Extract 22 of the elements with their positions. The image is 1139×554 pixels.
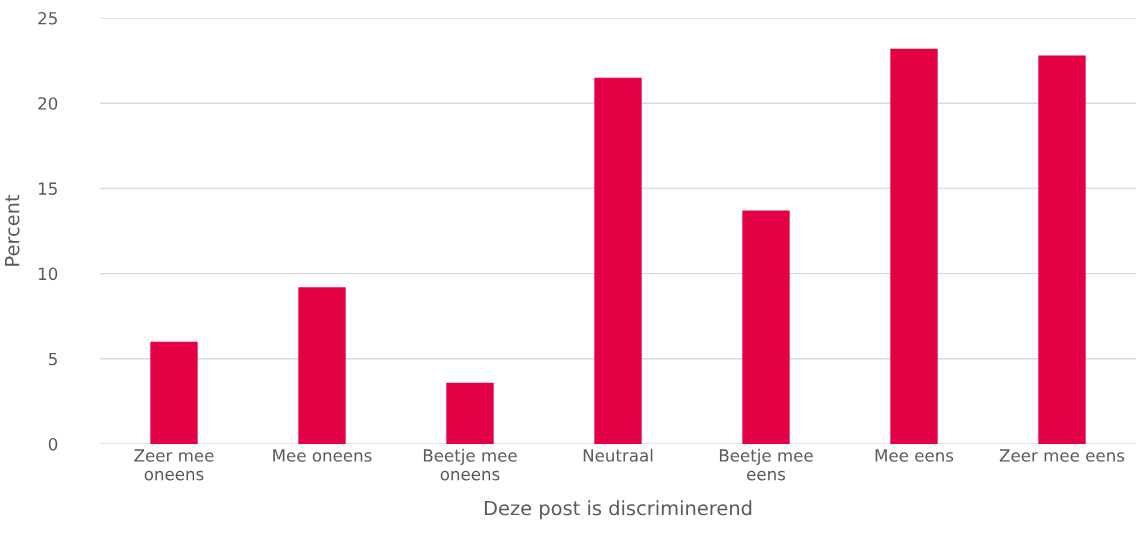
bar (742, 210, 790, 444)
bar (150, 341, 198, 444)
bar (298, 287, 346, 444)
y-tick-label: 25 (38, 11, 57, 25)
bar (594, 77, 642, 444)
x-tick-label: Beetje mee eens (719, 448, 813, 481)
bar (1038, 55, 1086, 444)
bar (446, 382, 494, 444)
y-tick-label: 10 (38, 267, 58, 281)
x-axis-title: Deze post is discriminerend (484, 500, 752, 520)
y-tick-label: 5 (49, 352, 57, 366)
y-tick-label: 15 (38, 182, 57, 195)
y-tick-label: 0 (48, 437, 58, 451)
x-tick-label: Mee oneens (273, 449, 372, 462)
x-tick-label: Mee eens (875, 449, 954, 462)
y-tick-label: 20 (38, 97, 58, 110)
x-tick-label: Neutraal (583, 448, 653, 462)
x-tick-label: Beetje mee oneens (423, 448, 517, 481)
x-tick-label: Zeer mee eens (999, 449, 1125, 462)
bar (890, 48, 938, 444)
y-axis-title: Percent (5, 194, 20, 266)
x-tick-label: Zeer mee oneens (134, 449, 214, 481)
